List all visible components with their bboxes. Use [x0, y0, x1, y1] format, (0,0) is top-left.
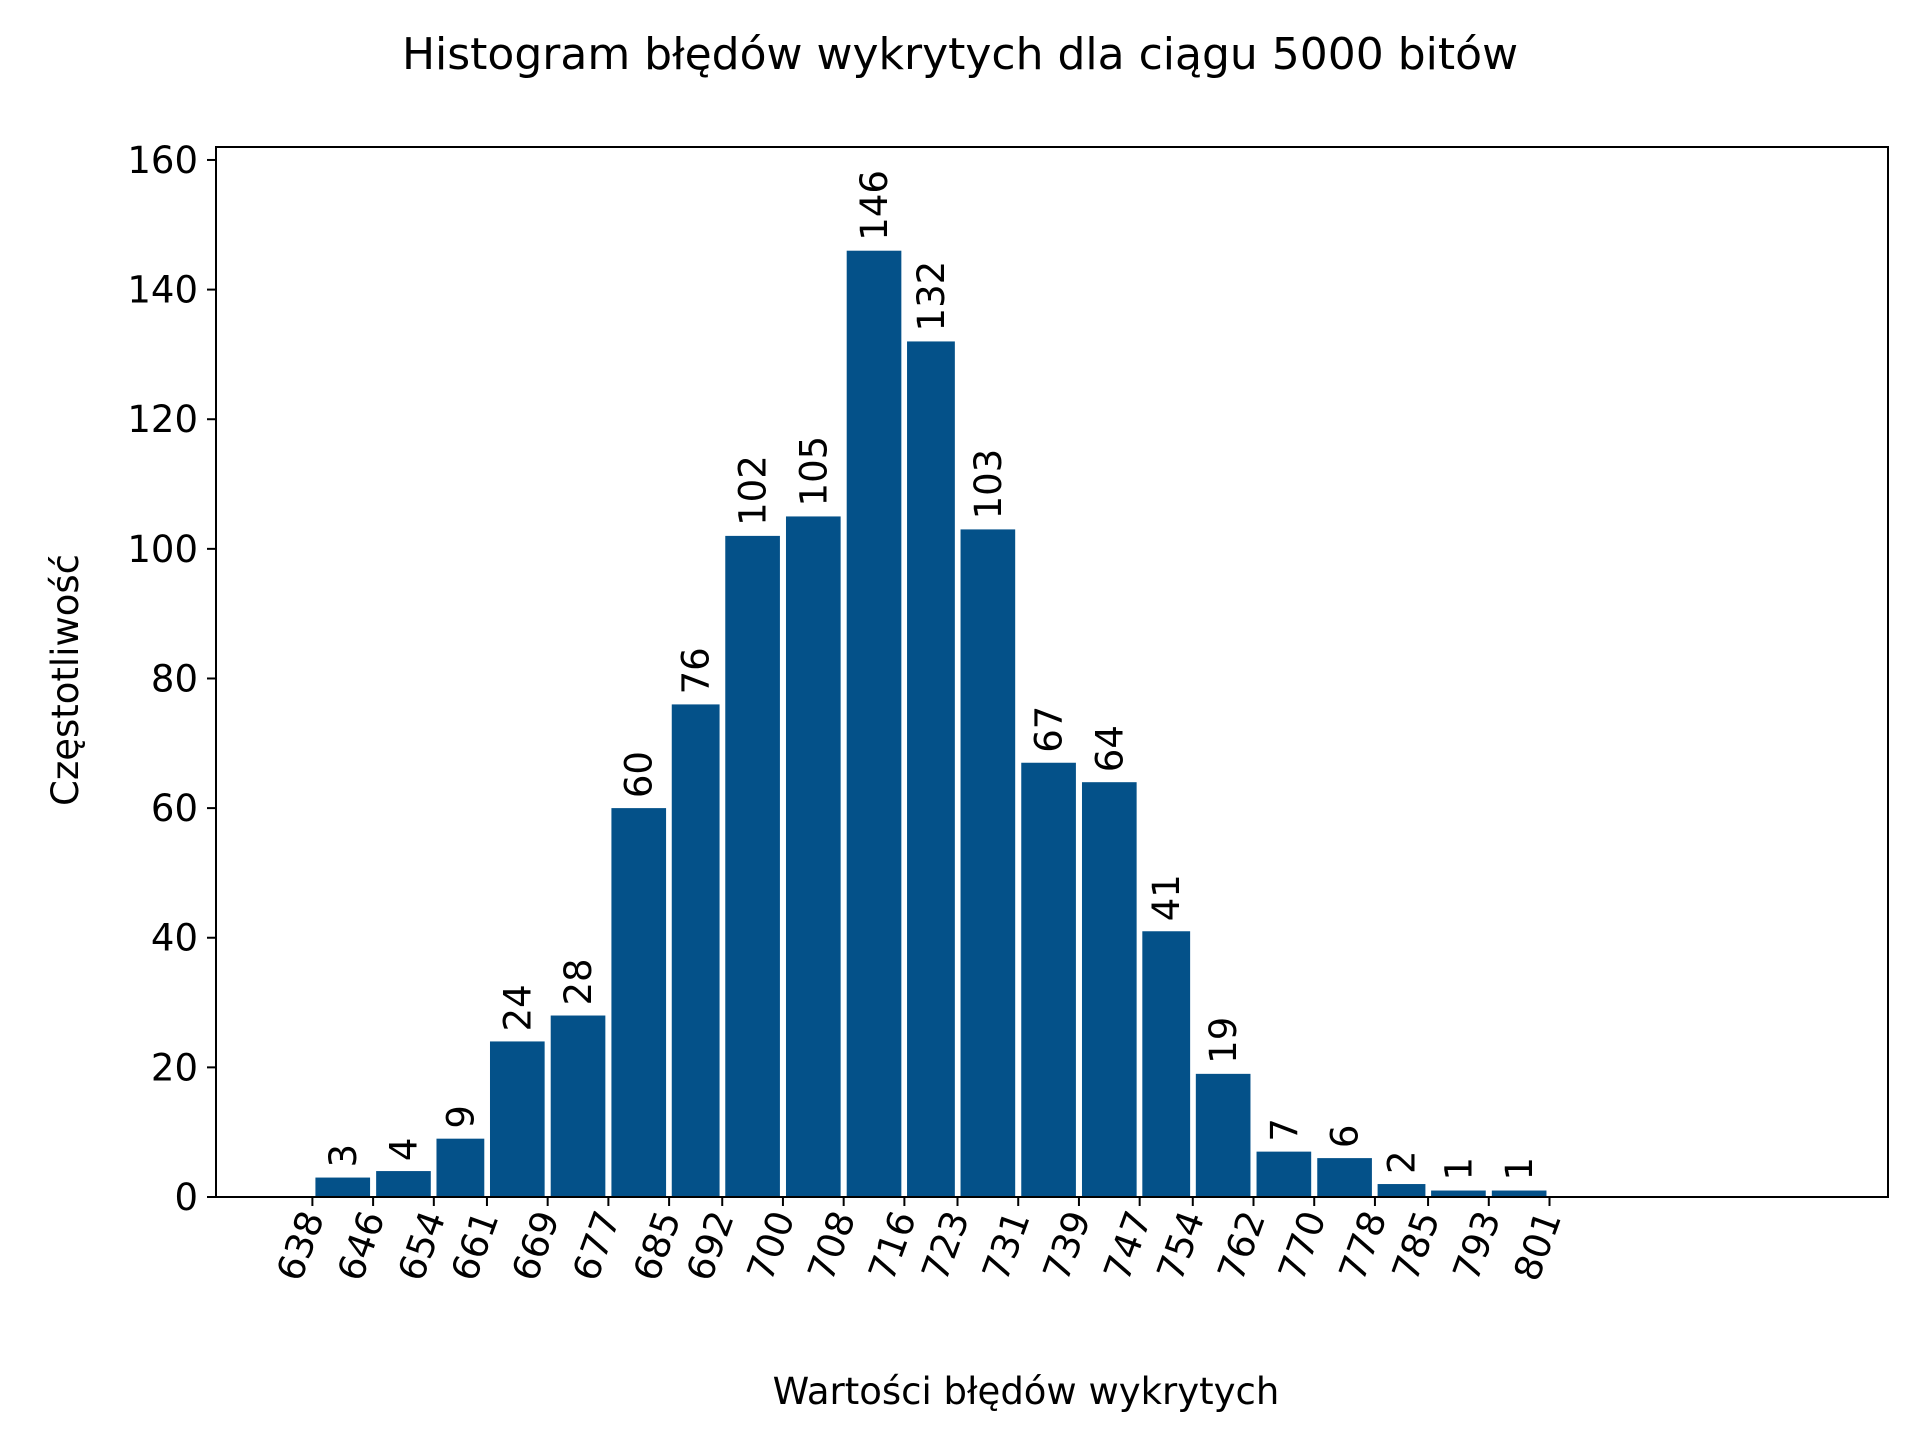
bar-value-label: 4 — [382, 1138, 425, 1162]
y-tick-label: 80 — [151, 657, 198, 700]
bar — [1377, 1184, 1426, 1197]
x-tick-label: 723 — [913, 1205, 978, 1286]
bar-value-label: 102 — [732, 455, 775, 526]
x-tick-label: 747 — [1096, 1205, 1161, 1286]
bar — [1256, 1151, 1312, 1197]
bar-value-label: 41 — [1145, 874, 1188, 921]
x-tick-label: 708 — [800, 1205, 865, 1286]
x-tick-label: 793 — [1445, 1205, 1510, 1286]
x-tick-label: 700 — [739, 1205, 804, 1286]
x-tick-label: 685 — [625, 1205, 690, 1286]
bar — [1317, 1158, 1372, 1197]
bar — [725, 535, 780, 1197]
bar-value-label: 1 — [1437, 1157, 1480, 1181]
x-tick-label: 646 — [329, 1205, 394, 1286]
bar-value-label: 3 — [322, 1144, 365, 1168]
bar-value-label: 9 — [439, 1105, 482, 1129]
y-tick-label: 120 — [127, 398, 198, 441]
x-tick-label: 654 — [390, 1205, 455, 1286]
bar-value-label: 67 — [1028, 706, 1071, 753]
x-tick-label: 778 — [1331, 1205, 1396, 1286]
x-tick-label: 785 — [1384, 1205, 1449, 1286]
y-axis-label: Częstotliwość — [44, 554, 87, 806]
bar — [846, 250, 902, 1197]
x-tick-label: 801 — [1505, 1205, 1570, 1286]
bar — [436, 1138, 485, 1197]
bar — [1081, 782, 1137, 1197]
bar-value-label: 28 — [557, 958, 600, 1005]
bar-value-label: 24 — [496, 984, 539, 1031]
bar — [785, 516, 841, 1197]
bar — [489, 1041, 545, 1197]
chart-title: Histogram błędów wykrytych dla ciągu 500… — [402, 29, 1518, 80]
bar — [550, 1015, 606, 1197]
y-tick-label: 0 — [174, 1176, 198, 1219]
x-tick-label: 770 — [1270, 1205, 1335, 1286]
y-tick-label: 60 — [151, 787, 198, 830]
bar-value-label: 132 — [910, 261, 953, 332]
x-tick-label: 716 — [860, 1205, 925, 1286]
axes-frame — [215, 146, 1889, 1198]
bar-value-label: 7 — [1263, 1118, 1306, 1142]
bar — [376, 1171, 431, 1197]
bar-value-label: 146 — [853, 170, 896, 241]
x-tick-label: 762 — [1209, 1205, 1274, 1286]
bar-value-label: 19 — [1202, 1017, 1245, 1064]
y-tick-label: 40 — [151, 917, 198, 960]
bar — [960, 529, 1016, 1197]
x-tick-label: 669 — [504, 1205, 569, 1286]
x-tick-label: 739 — [1035, 1205, 1100, 1286]
bar — [1431, 1190, 1486, 1197]
y-tick-label: 160 — [127, 139, 198, 182]
bar — [611, 808, 667, 1197]
bar — [315, 1177, 371, 1197]
bar-value-label: 64 — [1088, 725, 1131, 772]
bar-value-label: 105 — [792, 436, 835, 507]
x-tick-label: 692 — [678, 1205, 743, 1286]
bar — [1195, 1073, 1251, 1197]
bar-value-label: 6 — [1324, 1125, 1367, 1149]
bar-value-label: 1 — [1498, 1157, 1541, 1181]
bar-value-label: 103 — [967, 449, 1010, 520]
x-tick-label: 638 — [268, 1205, 333, 1286]
x-tick-label: 731 — [974, 1205, 1039, 1286]
x-axis-label: Wartości błędów wykrytych — [773, 1370, 1280, 1413]
bar — [1021, 762, 1076, 1197]
y-tick-label: 140 — [127, 269, 198, 312]
bar — [907, 341, 955, 1197]
x-tick-label: 677 — [564, 1205, 629, 1286]
y-tick-label: 20 — [151, 1046, 198, 1089]
bar-value-label: 60 — [618, 751, 661, 798]
bar — [1491, 1190, 1547, 1197]
bar-value-label: 2 — [1381, 1150, 1424, 1174]
x-tick-label: 661 — [443, 1205, 508, 1286]
bar — [1142, 931, 1191, 1197]
bar — [671, 704, 720, 1197]
x-tick-label: 754 — [1149, 1205, 1214, 1286]
bar-value-label: 76 — [675, 647, 718, 694]
y-tick-label: 100 — [127, 528, 198, 571]
